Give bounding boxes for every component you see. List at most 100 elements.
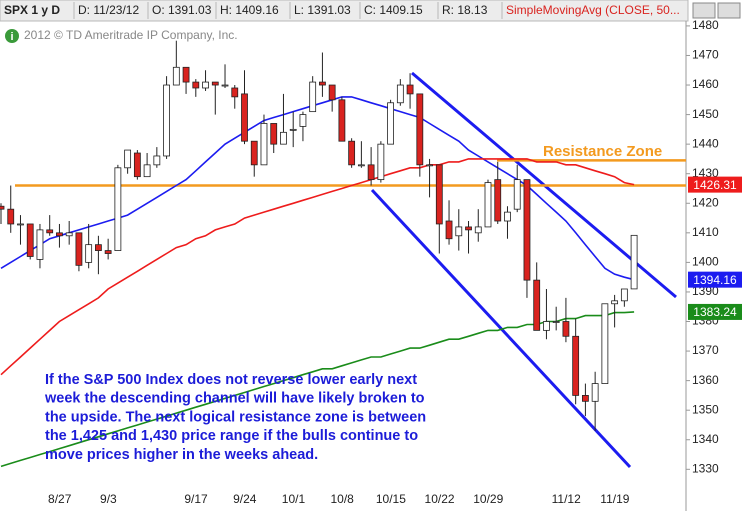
candle-body xyxy=(396,84,404,104)
candle-body xyxy=(280,131,287,145)
moving-average-line xyxy=(0,311,635,468)
candle-body xyxy=(133,152,141,178)
candle-body xyxy=(299,114,307,127)
y-tick-label: 1350 xyxy=(692,402,719,416)
candle-body xyxy=(36,229,44,260)
candle-body xyxy=(7,208,15,225)
header-bar xyxy=(0,0,689,22)
candle-body xyxy=(211,81,219,86)
candle-body xyxy=(582,395,589,402)
header-field: H: 1409.16 xyxy=(220,3,279,17)
last-value-box xyxy=(688,303,742,320)
candle-body xyxy=(95,244,102,251)
x-tick-label: 9/24 xyxy=(233,492,257,506)
candle-body xyxy=(387,102,395,145)
candle-body xyxy=(445,220,453,240)
candle-body xyxy=(46,229,54,234)
candle-body xyxy=(192,81,200,89)
copyright: 2012 © TD Ameritrade IP Company, Inc. xyxy=(24,28,238,42)
candle-body xyxy=(221,84,229,87)
last-value-box xyxy=(688,176,742,193)
candle-body xyxy=(416,93,424,166)
last-value-label: 1426.31 xyxy=(693,178,737,192)
y-tick-label: 1480 xyxy=(692,18,719,32)
candle-body xyxy=(182,66,190,83)
candle-body xyxy=(270,123,278,145)
x-tick-label: 10/8 xyxy=(330,492,354,506)
y-tick-label: 1360 xyxy=(692,373,719,387)
candle-body xyxy=(328,84,336,101)
last-value-box xyxy=(688,271,742,288)
candle-body xyxy=(357,164,365,167)
candle-body xyxy=(241,93,248,142)
candle-body xyxy=(143,164,151,178)
info-icon xyxy=(5,29,19,43)
candle-body xyxy=(562,321,570,337)
annotation-text: the 1,425 and 1,430 price range if the b… xyxy=(45,428,418,444)
icon-button[interactable] xyxy=(692,2,716,19)
x-tick-label: 8/27 xyxy=(48,492,72,506)
x-tick-label: 9/3 xyxy=(100,492,117,506)
annotation-text: If the S&P 500 Index does not reverse lo… xyxy=(45,372,417,388)
candle-body xyxy=(620,288,628,302)
candle-body xyxy=(611,300,619,305)
candle-body xyxy=(348,140,356,166)
annotation-text: the upside. The next logical resistance … xyxy=(45,409,426,425)
candle-body xyxy=(484,182,492,228)
candle-body xyxy=(426,164,433,167)
info-icon-glyph: i xyxy=(10,31,13,43)
candle-body xyxy=(172,66,180,86)
candle-body xyxy=(163,84,170,157)
x-tick-label: 11/12 xyxy=(552,492,581,506)
candle-body xyxy=(319,81,326,86)
candle-body xyxy=(377,143,385,181)
y-tick-label: 1430 xyxy=(692,166,719,180)
candle-body xyxy=(504,211,511,222)
y-tick-label: 1330 xyxy=(692,461,719,475)
header-field: C: 1409.15 xyxy=(364,3,423,17)
candle-body xyxy=(250,140,258,166)
candle-body xyxy=(231,87,239,98)
x-tick-label: 9/17 xyxy=(184,492,208,506)
x-tick-label: 10/29 xyxy=(473,492,503,506)
candle-body xyxy=(65,232,73,237)
y-tick-label: 1450 xyxy=(692,107,719,121)
candle-body xyxy=(435,164,443,225)
moving-average-line xyxy=(0,158,635,376)
candle-body xyxy=(309,81,317,113)
y-tick-label: 1420 xyxy=(692,195,719,209)
candle-body xyxy=(601,303,609,384)
y-tick-label: 1460 xyxy=(692,77,719,91)
y-tick-label: 1440 xyxy=(692,136,719,150)
candle-body xyxy=(533,279,541,331)
x-tick-label: 10/1 xyxy=(282,492,306,506)
candle-body xyxy=(104,250,112,254)
last-value-label: 1383.24 xyxy=(693,305,737,319)
resistance-label: Resistance Zone xyxy=(543,143,662,160)
annotation-text: week the descending channel will have li… xyxy=(44,391,425,407)
candle-body xyxy=(513,179,521,210)
candle-body xyxy=(85,244,93,263)
annotation-text: move prices higher in the weeks ahead. xyxy=(45,447,318,463)
header-field: SPX 1 y D xyxy=(4,3,60,17)
y-tick-label: 1370 xyxy=(692,343,719,357)
candle-body xyxy=(543,321,550,331)
header-field: R: 18.13 xyxy=(442,3,488,17)
icon-button[interactable] xyxy=(717,2,741,19)
candle-body xyxy=(552,321,560,323)
candle-body xyxy=(0,205,5,210)
x-tick-label: 11/19 xyxy=(600,492,629,506)
candle-body xyxy=(455,226,463,237)
candle-body xyxy=(406,84,414,95)
candle-body xyxy=(630,234,638,290)
candle-body xyxy=(591,383,599,402)
x-tick-label: 10/22 xyxy=(425,492,455,506)
candle-body xyxy=(124,149,132,169)
header-field: L: 1391.03 xyxy=(294,3,351,17)
candle-body xyxy=(494,179,502,222)
candle-body xyxy=(289,128,297,131)
candle-body xyxy=(465,226,472,231)
candle-body xyxy=(474,226,482,234)
